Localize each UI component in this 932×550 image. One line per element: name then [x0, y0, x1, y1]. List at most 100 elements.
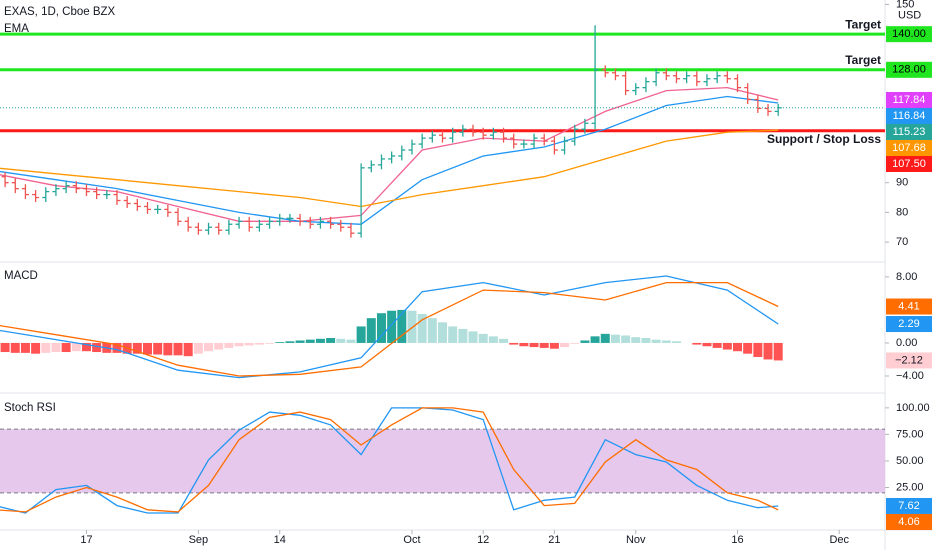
price-label-box [886, 316, 932, 333]
price-label: 7.62 [898, 500, 919, 512]
histogram-bar [376, 313, 386, 343]
histogram-bar [590, 336, 600, 343]
histogram-bar [112, 342, 122, 353]
y-tick-label: 150 [896, 0, 914, 10]
indicator-line [0, 86, 779, 222]
histogram-bar [214, 342, 224, 350]
histogram-bar [20, 342, 30, 353]
unit-label: USD [898, 9, 921, 21]
indicator-title: EMA [4, 23, 29, 35]
histogram-bar [132, 342, 142, 354]
histogram-bar [631, 337, 641, 343]
histogram-bar [183, 342, 193, 357]
histogram-bar [143, 342, 152, 355]
histogram-bar [692, 342, 702, 345]
histogram-bar [529, 342, 539, 348]
level-note: Support / Stop Loss [767, 132, 881, 146]
histogram-bar [285, 341, 295, 343]
price-label-box [886, 497, 932, 514]
y-tick-label: 75.00 [896, 428, 924, 440]
histogram-bar [193, 342, 203, 354]
macd-title: MACD [4, 270, 38, 282]
histogram-bar [275, 342, 285, 343]
histogram-bar [31, 342, 41, 354]
histogram-bar [539, 342, 549, 348]
histogram-bar [173, 342, 183, 356]
indicator-line [0, 407, 779, 514]
histogram-bar [81, 342, 91, 352]
histogram-bar [92, 342, 102, 353]
histogram-bar [336, 338, 346, 343]
indicator-line [0, 95, 779, 225]
histogram-bar [753, 342, 763, 357]
histogram-bar [265, 342, 275, 344]
price-label: 116.84 [893, 110, 926, 122]
histogram-bar [468, 331, 478, 343]
x-tick-label: 14 [274, 534, 286, 546]
histogram-bar [244, 342, 254, 346]
x-tick-label: 21 [548, 534, 560, 546]
histogram-bar [580, 340, 590, 343]
histogram-bar [651, 339, 661, 343]
histogram-bar [61, 342, 71, 353]
price-label: 128.00 [892, 64, 926, 76]
histogram-bar [722, 342, 732, 350]
histogram-bar [549, 342, 559, 349]
y-tick-label: 90 [896, 177, 908, 189]
x-tick-label: 17 [80, 534, 92, 546]
price-label: 107.50 [892, 158, 926, 170]
histogram-bar [509, 342, 519, 345]
histogram-bar [234, 342, 244, 347]
y-tick-label: 50.00 [896, 455, 924, 467]
histogram-bar [570, 342, 580, 344]
indicator-line [0, 407, 779, 513]
price-label: 140.00 [892, 28, 926, 40]
histogram-bar [366, 318, 376, 343]
x-tick-label: 16 [731, 534, 743, 546]
stoch-title: Stoch RSI [4, 402, 56, 414]
price-label-box [886, 26, 932, 43]
y-tick-label: 70 [896, 236, 908, 248]
histogram-bar [621, 335, 631, 343]
y-tick-label: 100.00 [896, 402, 930, 414]
indicator-line [0, 129, 779, 208]
histogram-bar [712, 342, 722, 348]
price-label-box [886, 107, 932, 124]
histogram-bar [326, 337, 336, 343]
y-tick-label: 8.00 [896, 271, 917, 283]
price-label-box [886, 61, 932, 78]
x-tick-label: Nov [626, 534, 646, 546]
histogram-bar [733, 342, 742, 352]
indicator-line [0, 281, 779, 377]
histogram-bar [600, 333, 610, 343]
y-tick-label: 25.00 [896, 481, 924, 493]
histogram-bar [387, 310, 397, 343]
histogram-bar [315, 338, 325, 343]
histogram-bar [417, 314, 427, 343]
price-label: 117.84 [893, 94, 926, 106]
histogram-bar [763, 342, 773, 360]
chart-title: EXAS, 1D, Cboe BZX [4, 6, 116, 18]
price-label-box [886, 91, 932, 108]
histogram-bar [305, 339, 315, 343]
histogram-bar [41, 342, 51, 353]
histogram-bar [71, 342, 81, 352]
price-label: 4.06 [898, 516, 919, 528]
histogram-bar [356, 326, 366, 343]
price-label: 2.29 [898, 318, 919, 330]
histogram-bar [0, 342, 10, 353]
histogram-bar [702, 342, 712, 347]
histogram-bar [499, 338, 509, 343]
level-note: Target [845, 17, 881, 31]
price-label: 4.41 [898, 300, 919, 312]
histogram-bar [560, 342, 570, 348]
price-label-box [886, 139, 932, 156]
histogram-bar [295, 340, 305, 343]
price-label-box [886, 352, 932, 369]
histogram-bar [743, 342, 753, 354]
y-tick-label: 0.00 [896, 337, 917, 349]
histogram-bar [397, 309, 407, 343]
histogram-bar [10, 342, 20, 353]
price-label-box [886, 155, 932, 172]
